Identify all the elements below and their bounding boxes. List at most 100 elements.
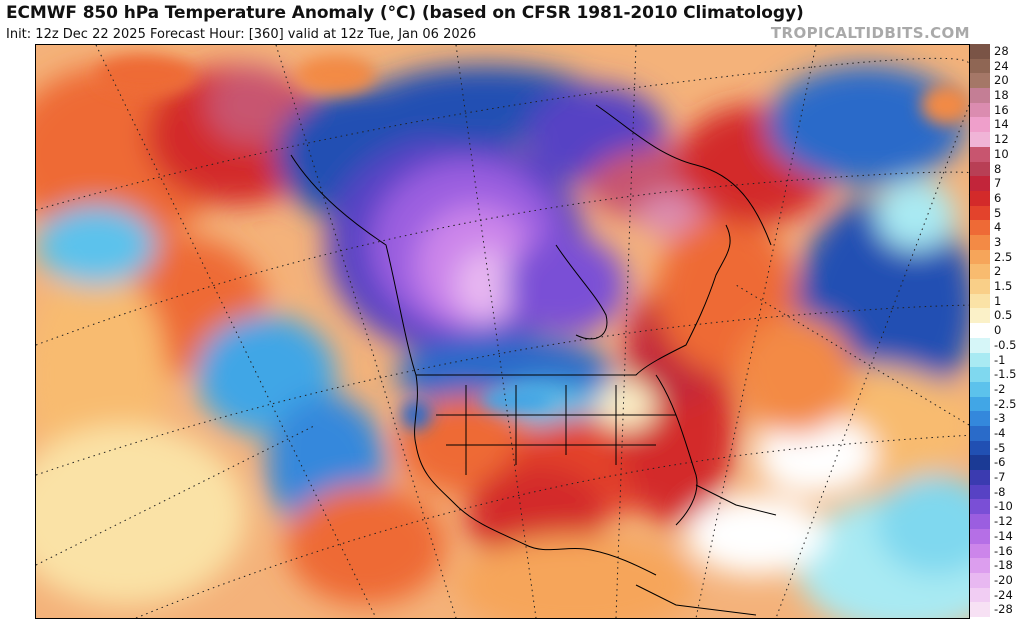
legend-swatch (970, 190, 990, 206)
legend-entry: 28 (970, 44, 1024, 59)
legend-entry: -3 (970, 411, 1024, 426)
legend-label: 2 (994, 264, 1002, 279)
legend-swatch (970, 293, 990, 309)
legend-entry: 1.5 (970, 279, 1024, 294)
legend-label: 2.5 (994, 249, 1013, 264)
legend-swatch (970, 117, 990, 133)
legend-entry: 1 (970, 293, 1024, 309)
legend-swatch (970, 58, 990, 74)
legend-entry: 10 (970, 146, 1024, 162)
legend-label: -10 (994, 499, 1013, 514)
legend-entry: -24 (970, 587, 1024, 603)
legend-entry: -1.5 (970, 367, 1024, 382)
legend-label: 8 (994, 161, 1002, 176)
legend-swatch (970, 323, 990, 338)
legend-entry: 4 (970, 220, 1024, 235)
legend-swatch (970, 235, 990, 250)
legend-entry: 20 (970, 73, 1024, 89)
legend-entry: -20 (970, 572, 1024, 588)
legend-label: 18 (994, 88, 1009, 103)
anomaly-detail (96, 55, 969, 430)
legend-label: 12 (994, 132, 1009, 147)
legend-swatch (970, 484, 990, 500)
legend-label: 7 (994, 176, 1002, 191)
legend-swatch (970, 572, 990, 588)
legend-label: 6 (994, 190, 1002, 205)
map-subtitle: Init: 12z Dec 22 2025 Forecast Hour: [36… (6, 27, 477, 42)
legend-entry: -5 (970, 440, 1024, 456)
legend-entry: -10 (970, 499, 1024, 515)
legend-label: -12 (994, 514, 1013, 529)
legend-swatch (970, 249, 990, 265)
map-canvas (36, 45, 969, 618)
legend-swatch (970, 411, 990, 426)
anomaly-shading (36, 65, 969, 618)
legend-label: -24 (994, 587, 1013, 602)
legend-entry: -6 (970, 455, 1024, 471)
legend-label: -5 (994, 440, 1006, 455)
legend-swatch (970, 602, 990, 617)
legend-swatch (970, 132, 990, 147)
legend-label: 4 (994, 220, 1002, 235)
legend-label: -1.5 (994, 367, 1017, 382)
legend-swatch (970, 514, 990, 529)
legend-label: 16 (994, 102, 1009, 117)
legend-label: -14 (994, 528, 1013, 543)
legend-entry: 24 (970, 58, 1024, 74)
legend-entry: 5 (970, 205, 1024, 221)
legend-entry: 16 (970, 102, 1024, 118)
legend-entry: -0.5 (970, 337, 1024, 353)
site-watermark: TROPICALTIDBITS.COM (770, 24, 970, 42)
legend-label: 14 (994, 117, 1009, 132)
legend-label: 28 (994, 44, 1009, 58)
legend-entry: 8 (970, 161, 1024, 177)
legend-swatch (970, 543, 990, 559)
legend-swatch (970, 73, 990, 89)
legend-label: -2.5 (994, 396, 1017, 411)
legend-entry: 18 (970, 88, 1024, 103)
legend-entry: -2.5 (970, 396, 1024, 412)
legend-swatch (970, 176, 990, 191)
legend-swatch (970, 264, 990, 280)
legend-swatch (970, 470, 990, 485)
legend-swatch (970, 440, 990, 456)
legend-label: 20 (994, 73, 1009, 88)
legend-label: 3 (994, 235, 1002, 249)
legend-entry: 7 (970, 176, 1024, 191)
legend-label: 24 (994, 58, 1009, 73)
legend-swatch (970, 88, 990, 103)
legend-label: -20 (994, 572, 1013, 587)
legend-swatch (970, 102, 990, 118)
legend-swatch (970, 528, 990, 544)
legend-label: -28 (994, 602, 1013, 617)
anomaly-map (35, 44, 970, 619)
legend-entry: 2 (970, 264, 1024, 280)
legend-entry: 3 (970, 235, 1024, 250)
legend-entry: 12 (970, 132, 1024, 147)
legend-label: -7 (994, 470, 1006, 485)
legend-entry: -18 (970, 558, 1024, 573)
legend-entry: 2.5 (970, 249, 1024, 265)
legend-swatch (970, 558, 990, 573)
legend-swatch (970, 587, 990, 603)
legend-entry: -8 (970, 484, 1024, 500)
legend-swatch (970, 381, 990, 397)
legend-label: 0.5 (994, 308, 1013, 323)
legend-entry: 0 (970, 323, 1024, 338)
legend-entry: 6 (970, 190, 1024, 206)
legend-label: -2 (994, 381, 1006, 396)
legend-label: 0 (994, 323, 1002, 338)
legend-entry: -28 (970, 602, 1024, 617)
legend-entry: 0.5 (970, 308, 1024, 324)
legend-label: -18 (994, 558, 1013, 573)
legend-label: -8 (994, 484, 1006, 499)
legend-swatch (970, 205, 990, 221)
legend-label: -6 (994, 455, 1006, 470)
legend-entry: -14 (970, 528, 1024, 544)
legend-label: -3 (994, 411, 1006, 426)
legend-entry: -12 (970, 514, 1024, 529)
legend-entry: -7 (970, 470, 1024, 485)
legend-swatch (970, 337, 990, 353)
legend-label: -4 (994, 426, 1006, 440)
legend-label: -0.5 (994, 337, 1017, 352)
